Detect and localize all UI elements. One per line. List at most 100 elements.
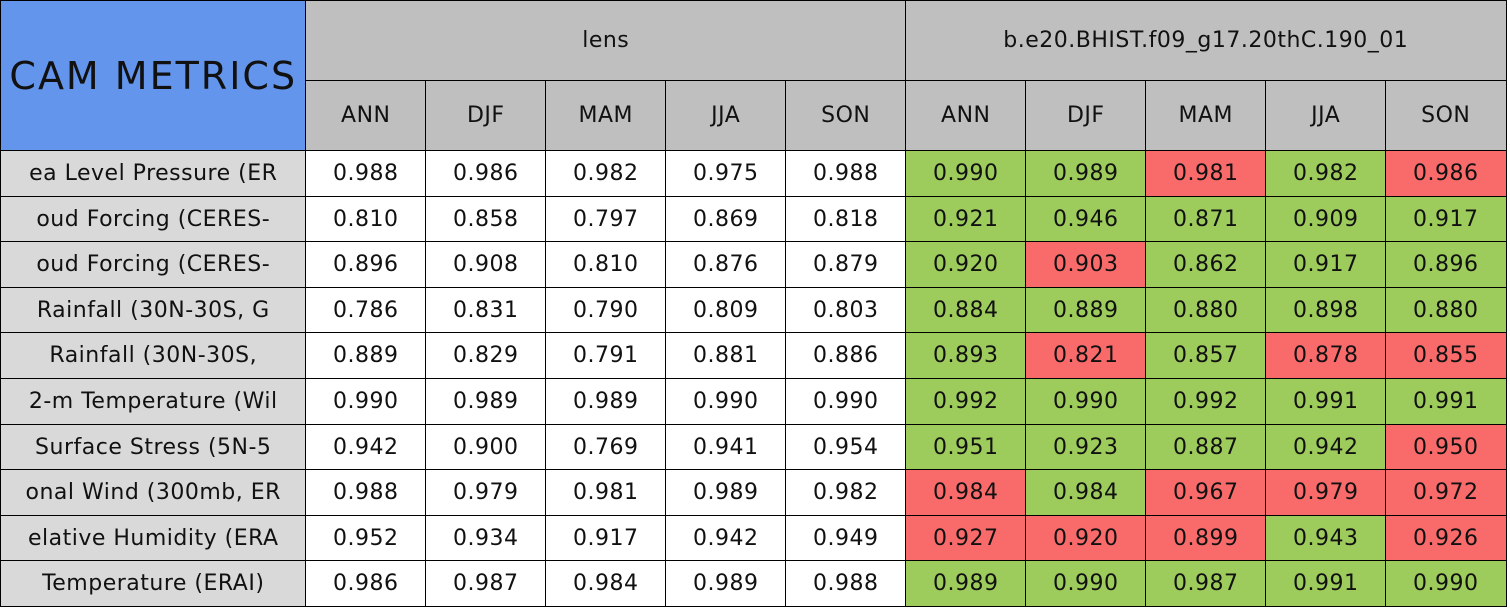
value-cell: 0.886 <box>785 332 907 380</box>
value-cell: 0.893 <box>905 332 1027 380</box>
value-cell: 0.903 <box>1025 241 1147 289</box>
row-label: Temperature (ERAI) <box>0 560 307 608</box>
value-cell: 0.988 <box>785 560 907 608</box>
row-label: Rainfall (30N-30S, G <box>0 286 307 334</box>
value-cell: 0.990 <box>1025 378 1147 426</box>
value-cell: 0.989 <box>665 560 787 608</box>
value-cell: 0.954 <box>785 423 907 471</box>
value-cell: 0.942 <box>1265 423 1387 471</box>
value-cell: 0.809 <box>665 286 787 334</box>
value-cell: 0.986 <box>425 150 547 198</box>
value-cell: 0.986 <box>305 560 427 608</box>
value-cell: 0.942 <box>305 423 427 471</box>
row-label: elative Humidity (ERA <box>0 514 307 562</box>
value-cell: 0.987 <box>1145 560 1267 608</box>
value-cell: 0.952 <box>305 514 427 562</box>
value-cell: 0.989 <box>665 469 787 517</box>
value-cell: 0.887 <box>1145 423 1267 471</box>
value-cell: 0.880 <box>1385 286 1507 334</box>
season-header: ANN <box>305 80 427 152</box>
value-cell: 0.967 <box>1145 469 1267 517</box>
value-cell: 0.899 <box>1145 514 1267 562</box>
value-cell: 0.857 <box>1145 332 1267 380</box>
value-cell: 0.881 <box>665 332 787 380</box>
value-cell: 0.984 <box>1025 469 1147 517</box>
value-cell: 0.988 <box>305 469 427 517</box>
group-header: lens <box>305 0 907 82</box>
value-cell: 0.951 <box>905 423 1027 471</box>
value-cell: 0.941 <box>665 423 787 471</box>
value-cell: 0.934 <box>425 514 547 562</box>
season-header: MAM <box>545 80 667 152</box>
value-cell: 0.855 <box>1385 332 1507 380</box>
value-cell: 0.797 <box>545 195 667 243</box>
value-cell: 0.992 <box>1145 378 1267 426</box>
value-cell: 0.810 <box>545 241 667 289</box>
season-header: DJF <box>425 80 547 152</box>
value-cell: 0.909 <box>1265 195 1387 243</box>
season-header: SON <box>785 80 907 152</box>
value-cell: 0.769 <box>545 423 667 471</box>
value-cell: 0.869 <box>665 195 787 243</box>
value-cell: 0.989 <box>545 378 667 426</box>
value-cell: 0.991 <box>1265 378 1387 426</box>
value-cell: 0.786 <box>305 286 427 334</box>
value-cell: 0.917 <box>545 514 667 562</box>
value-cell: 0.923 <box>1025 423 1147 471</box>
value-cell: 0.984 <box>545 560 667 608</box>
value-cell: 0.908 <box>425 241 547 289</box>
value-cell: 0.876 <box>665 241 787 289</box>
value-cell: 0.896 <box>1385 241 1507 289</box>
season-header: MAM <box>1145 80 1267 152</box>
value-cell: 0.871 <box>1145 195 1267 243</box>
value-cell: 0.975 <box>665 150 787 198</box>
value-cell: 0.950 <box>1385 423 1507 471</box>
value-cell: 0.920 <box>1025 514 1147 562</box>
value-cell: 0.990 <box>1385 560 1507 608</box>
value-cell: 0.889 <box>1025 286 1147 334</box>
value-cell: 0.829 <box>425 332 547 380</box>
value-cell: 0.991 <box>1265 560 1387 608</box>
value-cell: 0.991 <box>1385 378 1507 426</box>
value-cell: 0.982 <box>785 469 907 517</box>
value-cell: 0.986 <box>1385 150 1507 198</box>
value-cell: 0.862 <box>1145 241 1267 289</box>
value-cell: 0.880 <box>1145 286 1267 334</box>
row-label: 2-m Temperature (Wil <box>0 378 307 426</box>
value-cell: 0.982 <box>545 150 667 198</box>
row-label: oud Forcing (CERES- <box>0 241 307 289</box>
value-cell: 0.896 <box>305 241 427 289</box>
value-cell: 0.810 <box>305 195 427 243</box>
season-header: JJA <box>1265 80 1387 152</box>
value-cell: 0.884 <box>905 286 1027 334</box>
group-header: b.e20.BHIST.f09_g17.20thC.190_01 <box>905 0 1507 82</box>
value-cell: 0.990 <box>665 378 787 426</box>
value-cell: 0.984 <box>905 469 1027 517</box>
value-cell: 0.900 <box>425 423 547 471</box>
value-cell: 0.981 <box>1145 150 1267 198</box>
row-label: ea Level Pressure (ER <box>0 150 307 198</box>
value-cell: 0.831 <box>425 286 547 334</box>
value-cell: 0.858 <box>425 195 547 243</box>
value-cell: 0.982 <box>1265 150 1387 198</box>
value-cell: 0.927 <box>905 514 1027 562</box>
value-cell: 0.990 <box>1025 560 1147 608</box>
value-cell: 0.943 <box>1265 514 1387 562</box>
value-cell: 0.946 <box>1025 195 1147 243</box>
value-cell: 0.989 <box>1025 150 1147 198</box>
value-cell: 0.972 <box>1385 469 1507 517</box>
value-cell: 0.878 <box>1265 332 1387 380</box>
value-cell: 0.917 <box>1385 195 1507 243</box>
value-cell: 0.990 <box>785 378 907 426</box>
value-cell: 0.790 <box>545 286 667 334</box>
value-cell: 0.942 <box>665 514 787 562</box>
value-cell: 0.791 <box>545 332 667 380</box>
title-cell: CAM METRICS <box>0 0 307 152</box>
value-cell: 0.992 <box>905 378 1027 426</box>
value-cell: 0.889 <box>305 332 427 380</box>
value-cell: 0.921 <box>905 195 1027 243</box>
row-label: Surface Stress (5N-5 <box>0 423 307 471</box>
value-cell: 0.979 <box>1265 469 1387 517</box>
value-cell: 0.803 <box>785 286 907 334</box>
